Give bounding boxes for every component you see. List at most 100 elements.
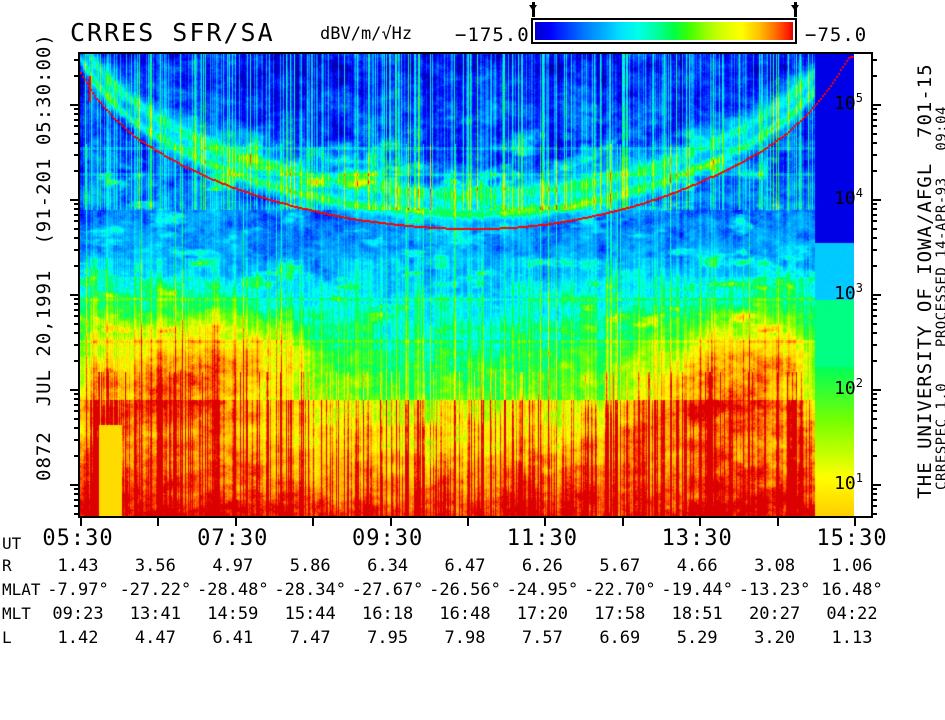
y-axis-tick [871, 322, 877, 325]
y-axis-tick [871, 203, 877, 206]
y-axis-tick [871, 403, 877, 406]
y-axis-tick [74, 236, 80, 239]
param-value-mlt: 13:41 [129, 604, 181, 624]
colorbar-max-marker-icon [791, 2, 800, 17]
y-axis-tick [74, 220, 80, 223]
x-axis-tick [544, 516, 546, 526]
y-axis-tick [871, 298, 877, 301]
y-axis-tick [871, 294, 881, 296]
y-axis-tick [871, 113, 877, 116]
y-axis-tick [871, 141, 877, 144]
param-value-mlt: 17:20 [516, 604, 568, 624]
y-axis-tick [871, 484, 881, 486]
y-axis-tick [74, 108, 80, 111]
y-axis-tick [74, 393, 80, 396]
parameter-table: UT 05:30 07:30 09:30 11:30 13:30 15:30 R 1.43… [0, 526, 945, 652]
param-value-r: 6.47 [444, 556, 486, 576]
param-value-mlt: 15:44 [284, 604, 336, 624]
y-axis-tick [70, 104, 80, 106]
y-axis-tick [74, 498, 80, 501]
y-axis-tick [871, 199, 881, 201]
x-axis-time-label: 11:30 [506, 526, 578, 551]
param-row-label-l: L [2, 628, 12, 647]
y-axis-tick [74, 403, 80, 406]
y-axis-tick [74, 410, 80, 413]
param-value-mlat: -7.97° [47, 580, 109, 600]
right-caption-institution: THE UNIVERSITY OF IOWA/AFGL 701-15 [914, 63, 936, 499]
param-value-mlt: 09:23 [52, 604, 104, 624]
param-row-r: R 1.43 3.56 4.97 5.86 6.34 6.47 6.26 5.67 4.66 3.… [0, 556, 945, 580]
page-title: CRRES SFR/SA [70, 18, 275, 47]
y-axis-tick [871, 104, 881, 106]
y-axis-tick [871, 265, 877, 268]
param-value-l: 4.47 [134, 628, 176, 648]
y-axis-tick [74, 248, 80, 251]
param-value-mlat: -13.23° [738, 580, 811, 600]
colorbar-units-label: dBV/m/√Hz [320, 24, 413, 44]
y-axis-tick [70, 484, 80, 486]
y-axis-tick [871, 417, 877, 420]
y-axis-tick [74, 113, 80, 116]
param-value-mlat: -28.34° [274, 580, 347, 600]
y-axis-tick [871, 455, 877, 458]
y-axis-tick [74, 360, 80, 363]
x-axis-tick [699, 516, 701, 526]
param-value-mlat: -27.22° [119, 580, 192, 600]
y-axis-tick [871, 331, 877, 334]
y-axis-tick [74, 512, 80, 515]
spectrogram-canvas [80, 54, 854, 516]
y-axis-tick [871, 220, 877, 223]
y-axis-tick [74, 417, 80, 420]
y-axis-tick [871, 389, 881, 391]
y-axis-tick [74, 153, 80, 156]
y-axis-tick [871, 498, 877, 501]
y-axis-tick [871, 505, 877, 508]
y-axis-tick [871, 488, 877, 491]
y-axis-tick [871, 227, 877, 230]
param-row-mlt: MLT 09:23 13:41 14:59 15:44 16:18 16:48 17:20 1… [0, 604, 945, 628]
y-axis-tick [74, 125, 80, 128]
spectrogram-plot-frame [70, 52, 881, 526]
param-value-mlat: -28.48° [196, 580, 269, 600]
param-value-l: 1.13 [831, 628, 873, 648]
y-axis-tick [871, 132, 877, 135]
x-axis-time-label: 09:30 [351, 526, 424, 551]
param-value-l: 1.42 [57, 628, 99, 648]
param-value-l: 7.47 [289, 628, 331, 648]
y-axis-tick [871, 343, 877, 346]
right-caption-processing: CRRESPEC 1.0 PROCESSED 14-APR-93 09:04 [934, 106, 945, 490]
x-axis-time-label: 07:30 [197, 526, 269, 551]
param-row-mlat: MLAT -7.97° -27.22° -28.48° -28.34° -27.67° -… [0, 580, 945, 604]
y-axis-tick [871, 125, 877, 128]
y-axis-tick [871, 108, 877, 111]
x-axis-tick [854, 516, 856, 526]
x-axis-tick [157, 516, 159, 526]
y-axis-tick [871, 315, 877, 318]
param-value-l: 7.98 [444, 628, 486, 648]
y-axis-tick [74, 227, 80, 230]
param-value-mlt: 17:58 [594, 604, 646, 624]
spectrogram-image [80, 54, 854, 516]
param-value-r: 5.67 [599, 556, 641, 576]
param-value-r: 6.34 [367, 556, 409, 576]
param-value-r: 4.66 [676, 556, 718, 576]
y-axis-tick [871, 512, 877, 515]
param-row-l: L 1.42 4.47 6.41 7.47 7.95 7.98 7.57 6.69 5.29 3.… [0, 628, 945, 652]
param-value-mlat: -26.56° [429, 580, 501, 600]
param-value-mlt: 20:27 [749, 604, 801, 624]
y-axis-tick [871, 393, 877, 396]
x-axis-time-label: 15:30 [816, 526, 888, 551]
param-value-mlat: -19.44° [661, 580, 734, 600]
param-value-mlat: -24.95° [506, 580, 579, 600]
y-axis-tick [871, 303, 877, 306]
param-value-mlt: 16:18 [362, 604, 414, 624]
x-axis-tick [312, 516, 314, 526]
y-axis-tick [74, 118, 80, 121]
y-axis-tick [74, 438, 80, 441]
param-value-r: 3.56 [134, 556, 176, 576]
y-axis-tick [871, 118, 877, 121]
y-axis-tick [871, 426, 877, 429]
param-value-r: 5.86 [289, 556, 331, 576]
y-axis-tick-label: 105 [834, 91, 863, 114]
y-axis-tick-label: 104 [834, 186, 863, 209]
